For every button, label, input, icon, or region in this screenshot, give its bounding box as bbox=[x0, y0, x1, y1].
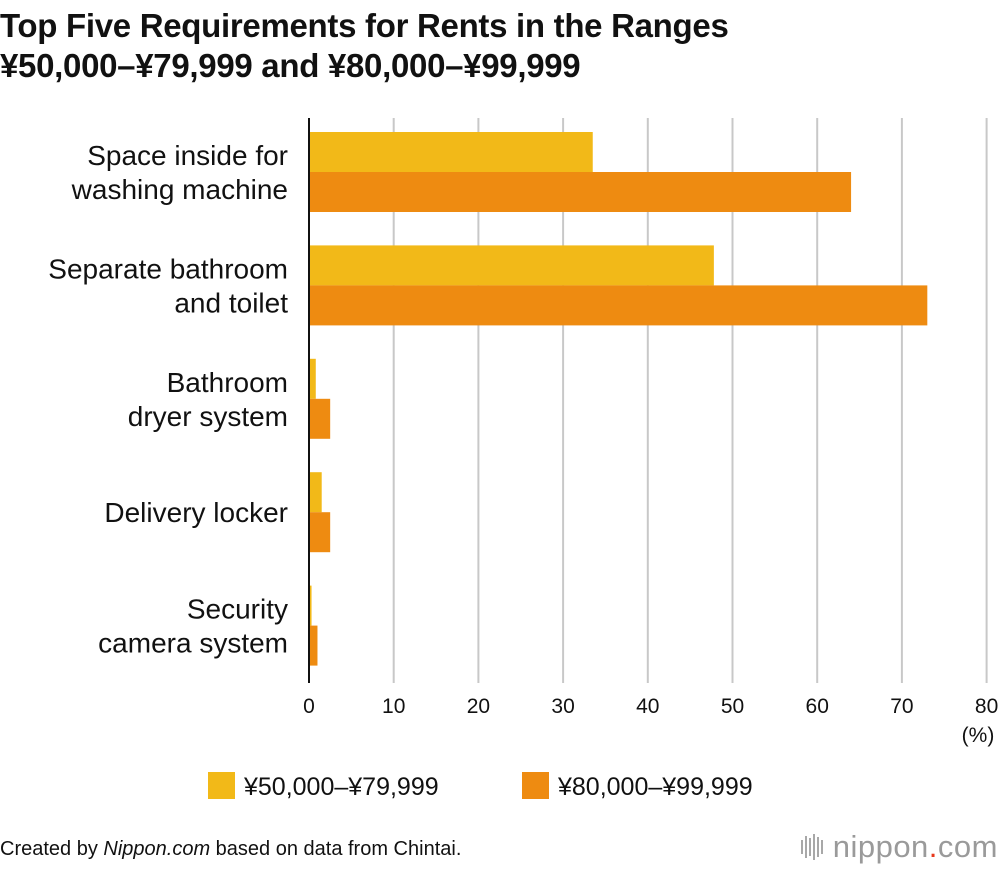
legend-swatch-1 bbox=[208, 772, 235, 799]
category-label-2: Separate bathroom and toilet bbox=[48, 253, 288, 318]
bar-1-category-2 bbox=[309, 245, 714, 286]
logo-bars-icon bbox=[800, 834, 825, 860]
logo-tld: com bbox=[937, 829, 998, 864]
category-label-4: Delivery locker bbox=[104, 497, 288, 528]
category-label-1: Space inside for washing machine bbox=[71, 140, 288, 205]
bar-1-category-3 bbox=[309, 358, 316, 399]
bar-2-category-1 bbox=[309, 172, 852, 212]
x-tick-label-40: 40 bbox=[636, 695, 659, 718]
logo-name: nippon bbox=[832, 829, 929, 864]
x-tick-label-60: 60 bbox=[806, 695, 829, 718]
bar-2-category-2 bbox=[309, 285, 928, 326]
legend-label-1: ¥50,000–¥79,999 bbox=[243, 773, 439, 801]
bar-2-category-4 bbox=[309, 512, 331, 553]
chart-title-line-2: ¥50,000–¥79,999 and ¥80,000–¥99,999 bbox=[0, 47, 581, 84]
chart-title-line-1: Top Five Requirements for Rents in the R… bbox=[0, 7, 729, 44]
x-tick-label-30: 30 bbox=[551, 695, 574, 718]
legend-swatch-2 bbox=[522, 772, 549, 799]
bar-1-category-4 bbox=[309, 472, 322, 513]
x-tick-label-10: 10 bbox=[382, 695, 405, 718]
logo-dot: . bbox=[928, 829, 938, 864]
nippon-logo: nippon. com bbox=[800, 829, 998, 864]
x-axis-unit: (%) bbox=[962, 724, 995, 747]
x-tick-label-50: 50 bbox=[721, 695, 744, 718]
bar-chart: Space inside for washing machine Separate … bbox=[48, 118, 998, 801]
category-label-3: Bathroom dryer system bbox=[128, 367, 288, 432]
bar-1-category-1 bbox=[309, 132, 593, 172]
bar-1-category-5 bbox=[309, 585, 312, 626]
legend-label-2: ¥80,000–¥99,999 bbox=[557, 773, 753, 801]
source-credit-site: Nippon.com bbox=[103, 838, 211, 860]
bar-2-category-5 bbox=[309, 625, 318, 666]
x-tick-label-70: 70 bbox=[890, 695, 913, 718]
source-credit: Created by Nippon.com based on data from… bbox=[0, 838, 461, 861]
source-credit-prefix: Created by bbox=[0, 838, 104, 860]
source-credit-suffix: based on data from Chintai. bbox=[210, 838, 462, 860]
x-tick-label-20: 20 bbox=[467, 695, 490, 718]
bar-2-category-3 bbox=[309, 398, 331, 439]
category-label-5: Security camera system bbox=[98, 594, 288, 659]
x-tick-label-0: 0 bbox=[303, 695, 315, 718]
chart-title: Top Five Requirements for Rents in the R… bbox=[0, 6, 1000, 86]
x-tick-label-80: 80 bbox=[975, 695, 998, 718]
